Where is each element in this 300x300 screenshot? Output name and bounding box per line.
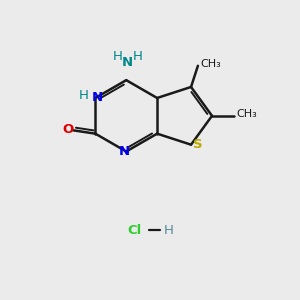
Text: CH₃: CH₃ [237,109,257,119]
Text: N: N [119,145,130,158]
Text: CH₃: CH₃ [200,59,221,69]
Text: S: S [193,138,202,151]
Text: N: N [122,56,133,69]
Text: H: H [112,50,122,63]
Text: O: O [62,123,74,136]
Text: N: N [91,92,102,104]
Text: H: H [79,88,89,101]
Text: H: H [164,224,173,237]
Text: Cl: Cl [128,224,142,237]
Text: H: H [133,50,142,63]
